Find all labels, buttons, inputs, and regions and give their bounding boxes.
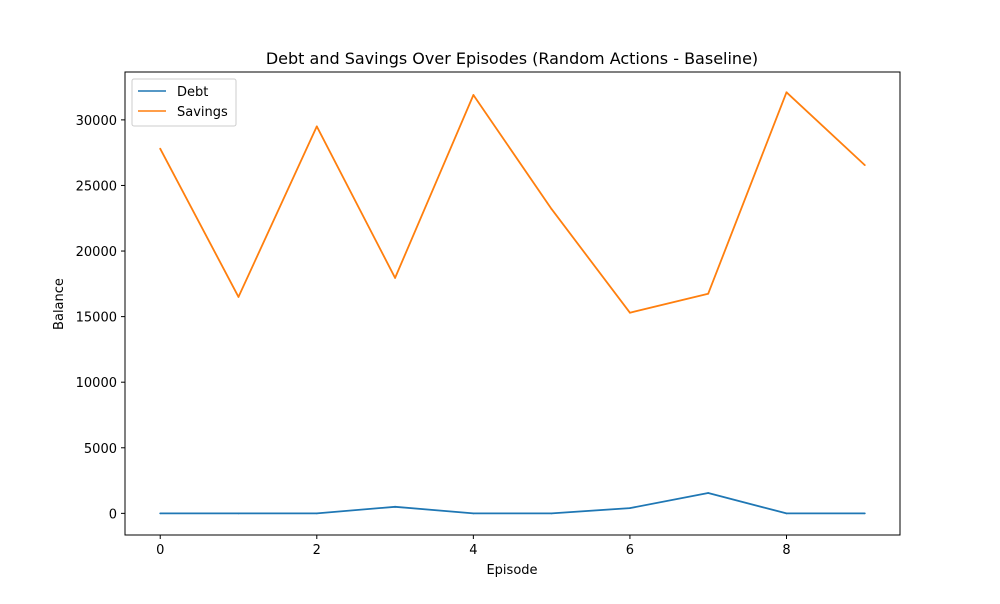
data-point-savings [394,277,396,279]
chart-title: Debt and Savings Over Episodes (Random A… [266,49,758,68]
y-tick-label: 30000 [76,114,117,129]
data-point-debt [550,512,553,515]
x-axis-label: Episode [486,563,537,578]
y-tick-label: 25000 [76,179,117,194]
data-point-debt [707,492,710,494]
data-point-savings [629,311,631,314]
data-point-savings [315,125,318,128]
y-tick-label: 0 [109,507,117,522]
y-tick-label: 5000 [84,442,117,457]
x-tick-label: 2 [313,543,321,558]
data-point-savings [863,164,866,167]
series-line-savings [159,91,866,314]
y-tick-label: 20000 [76,245,117,260]
legend-label-debt: Debt [177,85,208,100]
series-line-debt [160,492,865,515]
series-layer [159,91,866,515]
x-tick-label: 0 [156,543,164,558]
data-point-savings [472,94,475,96]
data-point-savings [550,208,553,211]
x-tick-label: 6 [626,543,634,558]
legend-label-savings: Savings [177,105,228,120]
data-point-debt [472,512,475,515]
legend: Debt Savings [131,78,237,127]
data-point-debt [237,512,240,515]
data-point-debt [629,507,631,509]
y-tick-label: 10000 [76,376,117,391]
data-point-savings [237,296,240,298]
data-point-savings [785,91,788,94]
data-point-debt [315,512,318,515]
data-point-debt [159,512,162,515]
y-axis: 0 5000 10000 15000 20000 25000 30000 [76,114,125,522]
x-tick-label: 8 [782,543,790,558]
data-point-debt [394,505,396,508]
x-axis: 0 2 4 6 8 [156,535,791,558]
y-axis-label: Balance [52,278,67,330]
data-point-savings [707,292,710,295]
x-tick-label: 4 [469,543,477,558]
data-point-savings [159,147,162,150]
y-tick-label: 15000 [76,311,117,326]
data-point-debt [863,512,866,515]
plot-frame [124,71,901,536]
data-point-debt [785,512,788,515]
plot-area [124,71,901,536]
